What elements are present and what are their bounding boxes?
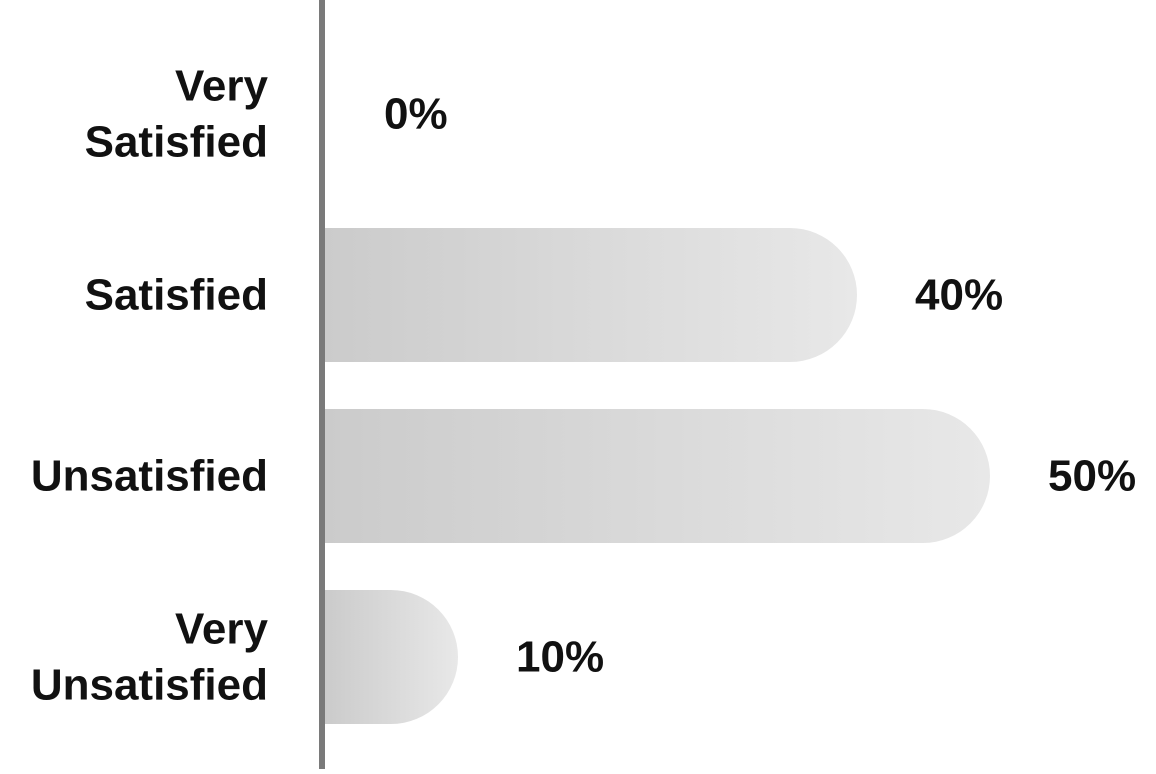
category-label-1-line-0: Satisfied: [85, 271, 268, 320]
bars-layer: [325, 228, 990, 724]
category-label-0-line-1: Satisfied: [85, 118, 268, 167]
value-label-0: 0%: [384, 90, 448, 139]
category-label-3-line-1: Unsatisfied: [31, 661, 268, 710]
category-label-2-line-0: Unsatisfied: [31, 452, 268, 501]
bar-3: [325, 590, 458, 724]
bar-2: [325, 409, 990, 543]
bar-1: [325, 228, 857, 362]
category-label-3-line-0: Very: [175, 605, 269, 654]
value-label-1: 40%: [915, 271, 1003, 320]
value-label-3: 10%: [516, 633, 604, 682]
category-label-0-line-0: Very: [175, 62, 269, 111]
value-label-2: 50%: [1048, 452, 1136, 501]
labels-layer: 0% Very Satisfied 40% Satisfied 50% Unsatisfie…: [31, 62, 1136, 710]
